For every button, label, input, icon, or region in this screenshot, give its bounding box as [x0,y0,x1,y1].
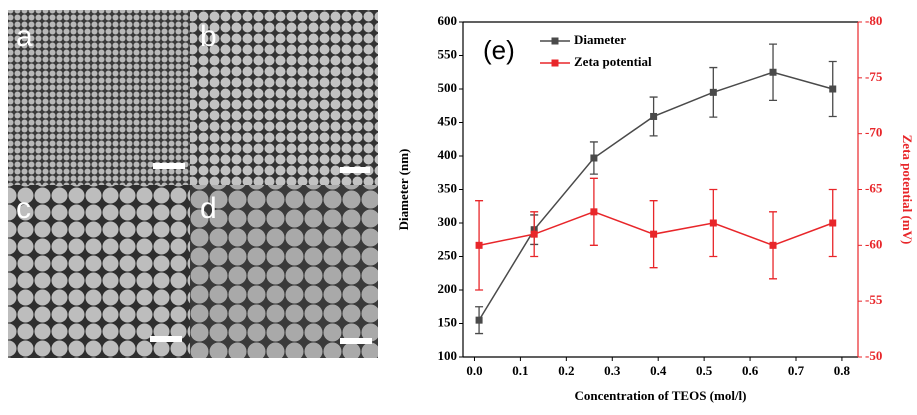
y2-tick-label: -50 [865,348,882,363]
y2-tick-label: -55 [865,292,883,307]
y-axis-title: Diameter (nm) [396,149,411,231]
data-point [709,219,717,227]
x-tick-label: 0.1 [512,363,528,378]
y-tick-label: 100 [438,348,458,363]
data-point [709,88,717,96]
data-point [475,316,483,324]
y2-tick-label: -80 [865,13,882,28]
panel-label: a [16,20,33,53]
y-tick-label: 150 [438,314,458,329]
data-point [650,230,658,238]
data-point [650,112,658,120]
panel-label: c [16,192,31,225]
y2-tick-label: -75 [865,69,883,84]
y2-tick-label: -60 [865,236,882,251]
data-point [829,85,837,93]
annotation: (e) [483,35,515,65]
x-tick-label: 0.5 [696,363,713,378]
data-point [590,208,598,216]
panel-label: b [200,20,217,53]
data-point [829,219,837,227]
scale-bar [153,163,185,169]
data-point [590,154,598,162]
y2-axis-title: Zeta potential (mV) [900,135,915,245]
data-point [769,241,777,249]
series-line [478,71,833,321]
x-tick-label: 0.4 [650,363,667,378]
x-axis-title: Concentration of TEOS (mol/l) [574,388,746,403]
y-tick-label: 500 [438,80,458,95]
x-tick-label: 0.8 [834,363,851,378]
sem-image [190,185,378,358]
x-tick-label: 0.7 [788,363,805,378]
y-tick-label: 450 [438,113,458,128]
data-point [530,230,538,238]
legend-label: Zeta potential [574,54,652,69]
sem-image [8,185,190,358]
x-tick-label: 0.3 [604,363,621,378]
legend-marker [551,37,559,45]
y-tick-label: 550 [438,46,458,61]
legend-label: Diameter [574,32,626,47]
x-tick-label: 0.0 [466,363,482,378]
y-tick-label: 200 [438,281,458,296]
y-tick-label: 250 [438,247,458,262]
x-tick-label: 0.2 [558,363,574,378]
scale-bar [340,167,370,173]
x-tick-label: 0.6 [742,363,759,378]
y-tick-label: 400 [438,147,458,162]
scale-bar [340,338,372,344]
y-tick-label: 300 [438,214,458,229]
data-point [475,241,483,249]
data-point [769,68,777,76]
y2-tick-label: -65 [865,180,883,195]
panel-label: d [200,192,217,225]
y-tick-label: 600 [438,13,458,28]
legend-marker [551,59,559,67]
sem-image [190,10,378,185]
scale-bar [150,336,182,342]
sem-images: a b c d [8,10,378,358]
sem-image [8,10,190,185]
y2-tick-label: -70 [865,125,882,140]
y-tick-label: 350 [438,180,458,195]
